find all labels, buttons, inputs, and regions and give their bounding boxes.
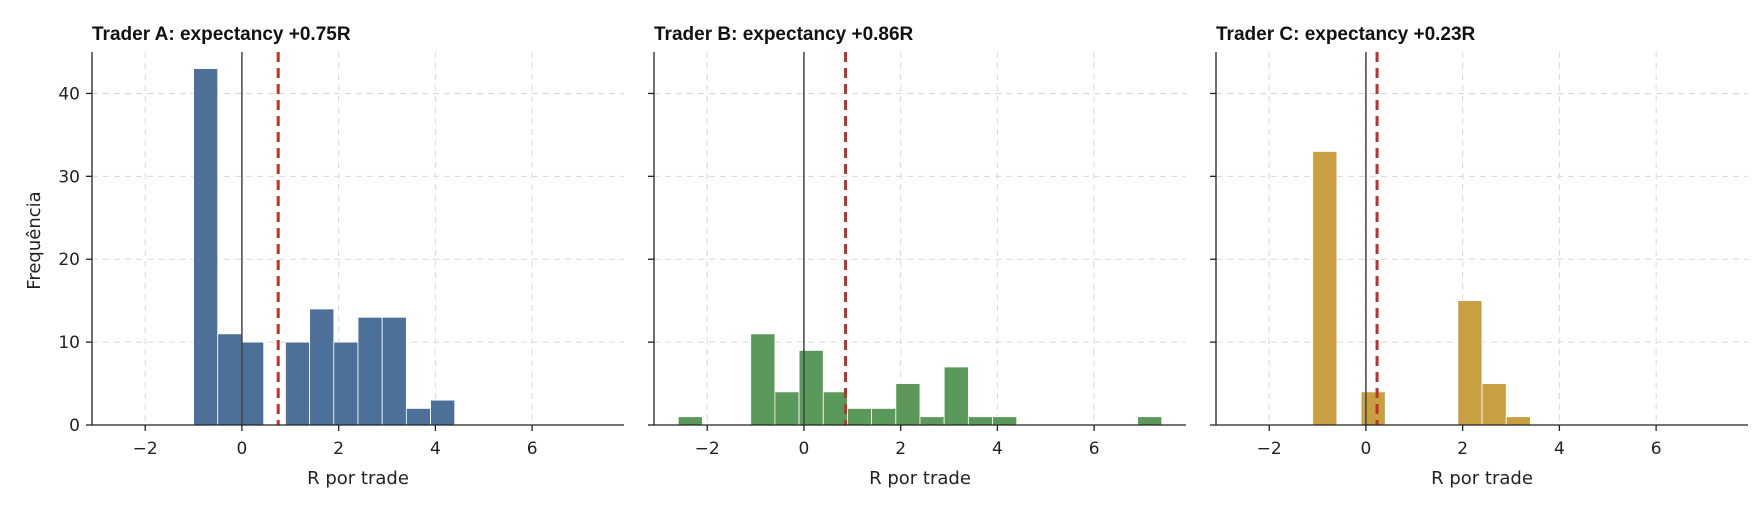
histogram-bar [1137,416,1163,426]
y-tick-label: 20 [58,250,80,270]
x-axis-label: R por trade [307,468,409,489]
x-tick-label: 2 [333,439,344,459]
x-tick-label: 6 [527,439,538,459]
x-tick-label: 0 [1361,439,1372,459]
histogram-bar [430,399,456,426]
y-tick-label: 40 [58,84,80,104]
histogram-bar [381,316,407,426]
histogram-bar [750,333,776,426]
x-axis-label: R por trade [1431,468,1533,489]
y-tick-label: 0 [69,416,80,436]
histogram-bar [241,341,265,426]
histogram-bar [405,408,431,426]
x-tick-label: 2 [895,439,906,459]
histogram-bar [1360,391,1386,426]
histogram-bar [967,416,993,426]
chart-panel-2: −2 0 2 4 6 Trader B: expectancy +0.86R R por t… [648,24,1186,489]
x-tick-label: 0 [799,439,810,459]
x-tick-label: −2 [133,439,158,459]
histogram-bar [1505,416,1531,426]
histogram-bar [919,416,945,426]
histogram-bar [1481,383,1507,426]
x-tick-label: 4 [430,439,441,459]
histogram-bar [193,68,219,426]
x-tick-label: 6 [1089,439,1100,459]
histogram-bar [992,416,1018,426]
x-tick-label: 0 [237,439,248,459]
histogram-bar [677,416,703,426]
histogram-bar [774,391,800,426]
x-tick-label: 4 [992,439,1003,459]
histogram-bar [847,408,873,426]
histogram-bar [1312,151,1338,426]
chart-panel-3: −2 0 2 4 6 Trader C: expectancy +0.23R R por t… [1210,24,1748,489]
x-tick-label: 2 [1457,439,1468,459]
histogram-bar [895,383,921,426]
chart-title: Trader A: expectancy +0.75R [92,24,351,45]
histogram-bar [1457,300,1483,426]
y-axis-label: Frequência [24,191,45,289]
histogram-bar [822,391,848,426]
x-tick-label: −2 [1257,439,1282,459]
histogram-bar [798,349,824,426]
y-tick-label: 30 [58,167,80,187]
chart-panel-1: −2 0 2 4 6 0 10 20 30 40 Trader A: expectancy +0.7… [24,24,624,489]
histogram-bar [943,366,969,426]
x-tick-label: 4 [1554,439,1565,459]
x-tick-label: 6 [1651,439,1662,459]
x-tick-label: −2 [695,439,720,459]
histogram-bar [217,333,243,426]
histogram-bar [333,341,359,426]
y-tick-label: 10 [58,333,80,353]
chart-title: Trader B: expectancy +0.86R [654,24,914,45]
chart-title: Trader C: expectancy +0.23R [1216,24,1476,45]
x-axis-label: R por trade [869,468,971,489]
histogram-bar [285,341,311,426]
histogram-bar [871,408,897,426]
histogram-bar [309,308,335,426]
histogram-bar [357,316,383,426]
